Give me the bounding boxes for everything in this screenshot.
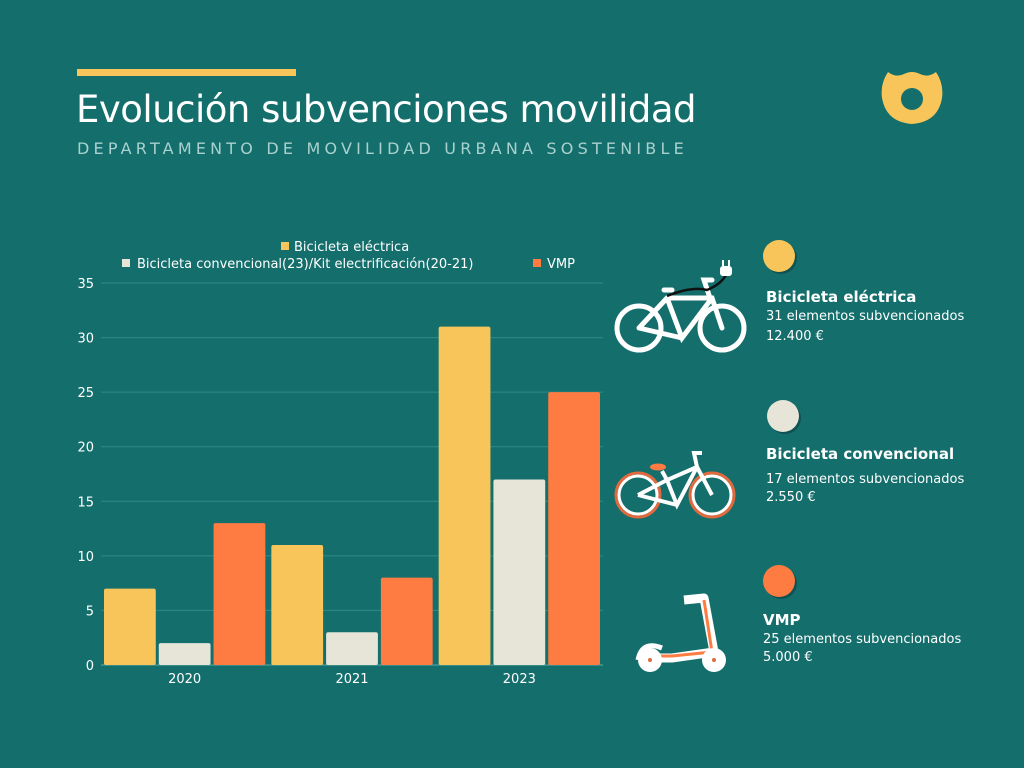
y-tick-label: 15	[77, 495, 94, 510]
card-name: Bicicleta convencional	[766, 445, 955, 463]
card-count: 25 elementos subvencionados	[763, 632, 962, 647]
y-tick-label: 25	[77, 386, 94, 401]
card-count: 17 elementos subvencionados	[766, 472, 965, 487]
legend-label-vmp: VMP	[547, 257, 575, 272]
card-count: 31 elementos subvencionados	[766, 309, 965, 324]
bar-2023-0	[438, 326, 491, 665]
card-name: VMP	[763, 611, 801, 629]
x-tick-label: 2021	[335, 672, 368, 687]
x-tick-label: 2020	[168, 672, 201, 687]
card-name: Bicicleta eléctrica	[766, 288, 917, 306]
bar-2020-1	[158, 643, 211, 665]
bar-2023-1	[493, 479, 546, 665]
vmp-color-dot	[763, 565, 795, 597]
bicycle-icon	[614, 451, 736, 519]
card-vmp: VMP 25 elementos subvencionados 5.000 €	[763, 611, 961, 665]
y-tick-label: 10	[77, 550, 94, 565]
x-tick-label: 2023	[503, 672, 536, 687]
bar-2020-2	[213, 523, 266, 665]
card-conventional: Bicicleta convencional 17 elementos subv…	[766, 445, 964, 505]
y-tick-label: 0	[86, 659, 94, 674]
card-amount: 2.550 €	[766, 490, 816, 505]
scooter-icon	[635, 593, 726, 672]
legend-swatch-vmp	[533, 259, 541, 267]
logo-icon	[881, 72, 943, 124]
legend-swatch-electric	[281, 242, 289, 250]
conventional-color-dot	[767, 400, 799, 432]
bar-2021-2	[380, 577, 433, 665]
card-amount: 12.400 €	[766, 329, 824, 344]
legend-label-electric: Bicicleta eléctrica	[294, 240, 409, 255]
bar-2020-0	[104, 588, 156, 665]
y-tick-label: 5	[86, 604, 94, 619]
y-tick-label: 20	[77, 441, 94, 456]
y-tick-label: 30	[77, 332, 94, 347]
bar-2021-1	[326, 632, 378, 665]
accent-bar	[77, 69, 296, 76]
legend-label-conventional: Bicicleta convencional(23)/Kit electrifi…	[137, 257, 473, 272]
card-electric: Bicicleta eléctrica 31 elementos subvenc…	[766, 288, 964, 344]
bar-2023-2	[548, 392, 600, 665]
electric-bicycle-icon	[614, 260, 747, 353]
bar-2021-0	[271, 544, 324, 665]
card-amount: 5.000 €	[763, 650, 813, 665]
page-subtitle: DEPARTAMENTO DE MOVILIDAD URBANA SOSTENI…	[77, 139, 688, 158]
electric-color-dot	[763, 240, 795, 272]
legend-swatch-conventional	[122, 259, 130, 267]
y-tick-label: 35	[77, 277, 94, 292]
page-title: Evolución subvenciones movilidad	[76, 88, 697, 131]
